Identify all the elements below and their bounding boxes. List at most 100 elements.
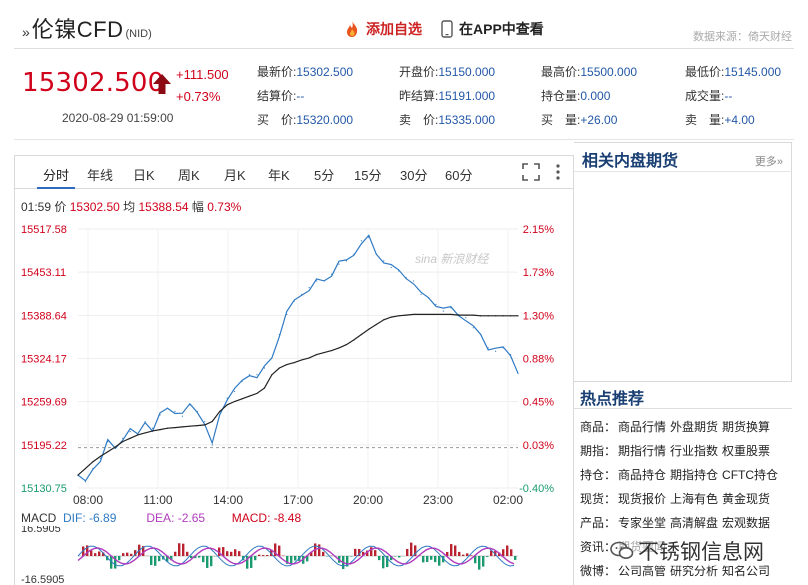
macd-bar — [290, 556, 293, 564]
view-in-app-button[interactable]: 在APP中查看 — [441, 19, 544, 39]
quote-field-value: 0.000 — [580, 89, 611, 103]
hot-link[interactable]: 期指持仓 — [670, 468, 719, 482]
tab-8[interactable]: 30分 — [400, 168, 428, 183]
quote-field-value: +4.00 — [724, 113, 755, 127]
data-point — [442, 313, 445, 316]
macd-bar — [274, 543, 277, 556]
quote-field-value: 15500.000 — [580, 65, 638, 79]
macd-value: MACD: -8.48 — [231, 511, 302, 525]
data-point — [323, 280, 325, 282]
hot-link[interactable]: 外盘期货 — [670, 420, 719, 434]
hot-link[interactable]: 期指行情 — [618, 444, 667, 458]
macd-bar — [506, 545, 509, 556]
macd-y-top: 16.5905 — [21, 526, 61, 535]
quote-field-label: 持仓量: — [541, 89, 581, 103]
info-time: 01:59 — [21, 200, 52, 214]
macd-bar — [438, 556, 441, 566]
data-point — [323, 351, 325, 354]
data-point — [226, 404, 228, 406]
quote-field-value: -- — [724, 89, 733, 103]
macd-bar — [246, 556, 249, 569]
data-point — [263, 387, 266, 389]
tab-4[interactable]: 月K — [224, 168, 246, 183]
intraday-chart[interactable]: 15517.58 2.15% 15453.11 1.73% 15388.64 1.30% 1… — [15, 211, 573, 511]
data-point — [248, 395, 251, 397]
macd-bar — [258, 554, 261, 556]
macd-bar — [454, 545, 457, 556]
hot-link[interactable]: 专家坐堂 — [618, 516, 667, 530]
quote-field-value: 15150.000 — [438, 65, 496, 79]
tab-3[interactable]: 周K — [178, 168, 200, 183]
tab-2[interactable]: 日K — [133, 168, 155, 183]
data-point — [256, 392, 258, 395]
quote-panel: 15302.500 +111.500 +0.73% 2020-08-29 01:… — [0, 50, 808, 140]
data-point — [398, 315, 400, 317]
tab-1[interactable]: 年线 — [87, 168, 114, 183]
hot-row: 微博： 公司高管 研究分析 知名公司 — [580, 562, 774, 579]
hot-link[interactable]: 现货报价 — [618, 492, 667, 506]
macd-bar — [270, 549, 273, 556]
tab-7[interactable]: 15分 — [354, 168, 382, 183]
data-point — [487, 315, 489, 317]
hot-link[interactable]: CFTC持仓 — [722, 468, 779, 482]
data-point — [316, 353, 318, 356]
macd-bar — [458, 551, 461, 556]
quote-field: 持仓量:0.000 — [541, 87, 610, 104]
macd-bar — [222, 547, 225, 556]
quote-field-value: 15145.000 — [724, 65, 782, 79]
macd-bar — [382, 556, 385, 569]
hot-link[interactable]: 高清解盘 — [670, 516, 719, 530]
macd-bar — [374, 550, 377, 556]
sidebar: 相关内盘期货 更多» 热点推荐 商品： 商品行情 外盘期货 期货换算 期指： 期指行情 行业… — [574, 142, 804, 585]
macd-bar — [262, 555, 265, 556]
hot-link[interactable]: 研究分析 — [670, 564, 719, 578]
fullscreen-icon[interactable] — [522, 163, 540, 181]
data-point — [263, 367, 266, 369]
hot-link[interactable]: 权重股票 — [722, 444, 771, 458]
data-point — [338, 263, 340, 265]
macd-bar — [510, 549, 513, 556]
tab-5[interactable]: 年K — [268, 168, 290, 183]
hot-row-key: 产品： — [580, 516, 617, 530]
macd-legend: MACD DIF: -6.89 DEA: -2.65 MACD: -8.48 — [21, 511, 301, 525]
phone-icon — [441, 20, 453, 38]
tab-9[interactable]: 60分 — [445, 168, 473, 183]
hot-link[interactable]: 知名公司 — [722, 564, 771, 578]
tab-0[interactable]: 分时 — [43, 168, 70, 183]
hot-link[interactable]: 行业指数 — [670, 444, 719, 458]
more-options-icon[interactable] — [555, 164, 561, 180]
data-point — [316, 280, 318, 282]
add-favorite-button[interactable]: 添加自选 — [343, 19, 422, 39]
quote-field-value: 15320.000 — [296, 113, 354, 127]
hot-link[interactable]: 黄金现货 — [722, 492, 771, 506]
hot-link[interactable]: 上海有色 — [670, 492, 719, 506]
hot-link[interactable]: 商品行情 — [618, 420, 667, 434]
quote-field-value: 15191.000 — [438, 89, 496, 103]
macd-bar — [410, 542, 413, 556]
macd-bar — [206, 556, 209, 568]
data-point — [234, 400, 236, 403]
header-divider — [14, 48, 794, 49]
data-point — [107, 441, 109, 443]
macd-bar — [226, 551, 229, 556]
macd-bar — [86, 545, 89, 556]
hot-link[interactable]: 公司高管 — [618, 564, 667, 578]
data-point — [129, 437, 131, 439]
y-tick-label: 15453.11 — [21, 267, 66, 279]
hot-link[interactable]: 商品持仓 — [618, 468, 667, 482]
macd-y-bottom: -16.5905 — [21, 574, 64, 585]
data-point — [196, 410, 198, 413]
tab-6[interactable]: 5分 — [314, 168, 335, 183]
data-point — [383, 260, 385, 262]
data-point — [234, 390, 236, 393]
more-link[interactable]: 更多» — [754, 156, 783, 168]
hot-link[interactable]: 期货换算 — [722, 420, 771, 434]
data-point — [211, 420, 213, 423]
macd-bar — [478, 556, 481, 570]
hot-row-key: 微博： — [580, 564, 617, 578]
hot-link[interactable]: 宏观数据 — [722, 516, 771, 530]
quote-field-label: 买 价: — [257, 113, 297, 127]
data-point — [472, 327, 474, 329]
data-point — [174, 410, 176, 413]
macd-bar — [238, 551, 241, 556]
